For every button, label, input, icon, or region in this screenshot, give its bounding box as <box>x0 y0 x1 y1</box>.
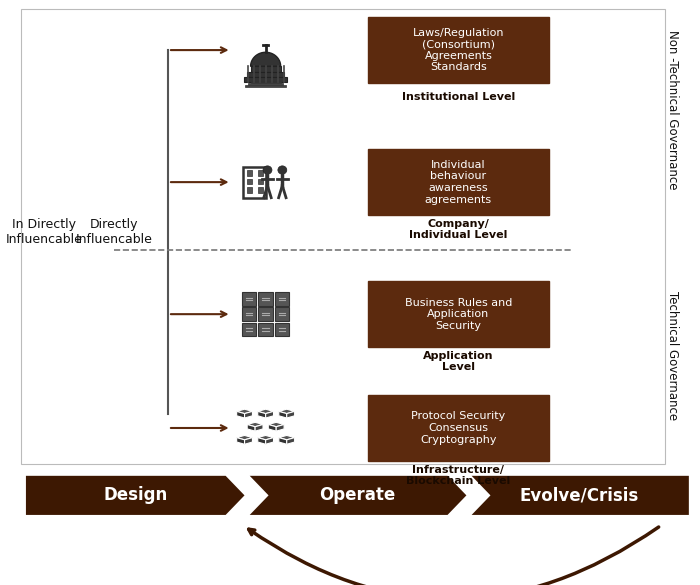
Polygon shape <box>258 409 274 414</box>
Text: Non -Technical Governance: Non -Technical Governance <box>666 29 679 189</box>
Text: Individual
behaviour
awareness
agreements: Individual behaviour awareness agreement… <box>425 160 492 205</box>
Polygon shape <box>244 411 253 418</box>
Bar <box>246 85 286 87</box>
FancyBboxPatch shape <box>241 307 256 321</box>
Circle shape <box>263 166 272 174</box>
Polygon shape <box>287 411 295 418</box>
Polygon shape <box>287 438 295 444</box>
Polygon shape <box>258 438 265 444</box>
Polygon shape <box>265 438 274 444</box>
Text: Business Rules and
Application
Security: Business Rules and Application Security <box>405 298 512 331</box>
Text: Protocol Security
Consensus
Cryptography: Protocol Security Consensus Cryptography <box>412 411 505 445</box>
Polygon shape <box>25 474 246 517</box>
Circle shape <box>278 166 287 174</box>
Bar <box>251 81 281 83</box>
Text: Institutional Level: Institutional Level <box>402 92 515 102</box>
FancyBboxPatch shape <box>241 323 256 336</box>
Polygon shape <box>279 435 295 440</box>
FancyBboxPatch shape <box>368 395 549 461</box>
FancyBboxPatch shape <box>368 281 549 347</box>
Polygon shape <box>265 411 274 418</box>
FancyBboxPatch shape <box>258 292 273 305</box>
Polygon shape <box>279 438 287 444</box>
Bar <box>258 178 263 184</box>
FancyBboxPatch shape <box>368 149 549 215</box>
Polygon shape <box>247 425 255 431</box>
Text: Evolve/Crisis: Evolve/Crisis <box>519 486 639 504</box>
Polygon shape <box>244 438 253 444</box>
Text: Infrastructure/
Blockchain Level: Infrastructure/ Blockchain Level <box>406 464 510 486</box>
Polygon shape <box>268 425 277 431</box>
FancyBboxPatch shape <box>275 292 290 305</box>
Text: Design: Design <box>104 486 167 504</box>
Polygon shape <box>279 411 287 418</box>
Polygon shape <box>237 438 244 444</box>
Text: Operate: Operate <box>319 486 395 504</box>
Bar <box>246 178 252 184</box>
Polygon shape <box>237 409 253 414</box>
FancyBboxPatch shape <box>368 18 549 83</box>
Bar <box>244 167 265 198</box>
Polygon shape <box>237 411 244 418</box>
Polygon shape <box>255 425 263 431</box>
Polygon shape <box>268 422 284 426</box>
Polygon shape <box>276 425 284 431</box>
FancyBboxPatch shape <box>275 323 290 336</box>
Text: Technical Governance: Technical Governance <box>666 291 679 419</box>
Text: Company/
Individual Level: Company/ Individual Level <box>410 219 508 240</box>
Bar <box>251 66 281 72</box>
Bar <box>248 83 284 85</box>
Polygon shape <box>251 52 281 66</box>
Bar <box>258 170 263 176</box>
FancyBboxPatch shape <box>258 323 273 336</box>
Polygon shape <box>258 411 265 418</box>
Polygon shape <box>279 409 295 414</box>
Text: Application
Level: Application Level <box>424 351 494 372</box>
FancyBboxPatch shape <box>258 307 273 321</box>
Bar <box>246 187 252 193</box>
Bar <box>246 170 252 176</box>
FancyBboxPatch shape <box>241 292 256 305</box>
Bar <box>247 72 284 77</box>
Polygon shape <box>247 422 263 426</box>
Polygon shape <box>468 474 690 517</box>
Polygon shape <box>237 435 253 440</box>
Text: Laws/Regulation
(Consortium)
Agreements
Standards: Laws/Regulation (Consortium) Agreements … <box>413 27 504 73</box>
Text: Directly
Influencable: Directly Influencable <box>76 218 153 246</box>
Bar <box>258 187 263 193</box>
FancyBboxPatch shape <box>275 307 290 321</box>
Text: In Directly
Influencable: In Directly Influencable <box>6 218 83 246</box>
Bar <box>244 77 287 81</box>
Polygon shape <box>246 474 468 517</box>
Polygon shape <box>258 435 274 440</box>
